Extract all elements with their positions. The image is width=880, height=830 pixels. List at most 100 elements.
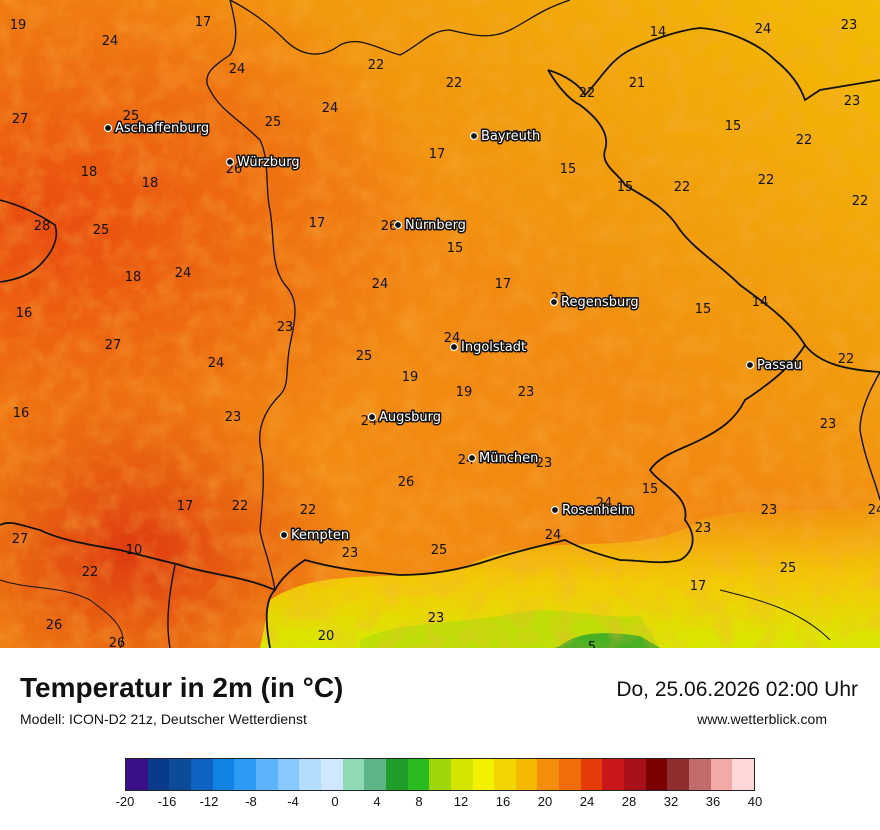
legend-tick-label: 12 xyxy=(453,794,469,809)
temperature-value: 22 xyxy=(300,503,317,518)
temperature-value: 17 xyxy=(309,216,326,231)
temperature-value: 23 xyxy=(536,456,553,471)
temperature-value: 15 xyxy=(642,482,659,497)
temperature-value: 24 xyxy=(444,331,461,346)
legend-swatch xyxy=(385,759,408,790)
city-dot xyxy=(467,453,477,463)
city-label: Regensburg xyxy=(561,295,639,310)
temperature-value: 23 xyxy=(695,521,712,536)
temperature-value: 23 xyxy=(844,94,861,109)
temperature-value: 25 xyxy=(431,543,448,558)
legend-tick-label: 8 xyxy=(415,794,423,809)
city-label: Ingolstadt xyxy=(461,340,526,355)
website-link[interactable]: www.wetterblick.com xyxy=(697,711,827,727)
temperature-value: 23 xyxy=(225,410,242,425)
city-label: Kempten xyxy=(291,528,349,543)
temperature-value: 23 xyxy=(428,611,445,626)
temperature-value: 26 xyxy=(109,636,126,648)
legend-swatch xyxy=(320,759,343,790)
border-austria-east xyxy=(859,371,880,501)
border-inner-austria xyxy=(719,589,831,641)
temperature-value: 23 xyxy=(277,320,294,335)
city-dot xyxy=(550,505,560,515)
temperature-value: 24 xyxy=(545,528,562,543)
city-label: Passau xyxy=(757,358,802,373)
city-marker: Regensburg xyxy=(549,294,640,312)
border-bavaria-bw xyxy=(206,0,296,591)
temperature-value: 25 xyxy=(265,115,282,130)
temperature-value: 15 xyxy=(725,119,742,134)
legend-ticks: -20 -16 -12 -8 -4 0 4 8 12 16 20 24 28 32 36 40 xyxy=(116,794,763,814)
legend-tick-label: 32 xyxy=(663,794,679,809)
legend-swatch xyxy=(364,759,386,790)
legend-swatch xyxy=(472,759,495,790)
temperature-value: 24 xyxy=(755,22,772,37)
temperature-value: 23 xyxy=(761,503,778,518)
temperature-value: 16 xyxy=(13,406,30,421)
legend-tick-label: 0 xyxy=(331,794,339,809)
temperature-value: 15 xyxy=(695,302,712,317)
city-label: Nürnberg xyxy=(405,218,466,233)
temperature-value: 22 xyxy=(674,180,691,195)
city-marker: Passau xyxy=(745,357,803,375)
city-label: Augsburg xyxy=(379,410,441,425)
city-label: München xyxy=(479,451,538,466)
legend-swatch xyxy=(732,759,755,790)
city-dot xyxy=(103,123,113,133)
temperature-value: 19 xyxy=(10,18,27,33)
legend-tick-label: -16 xyxy=(157,794,177,809)
legend-tick-label: 40 xyxy=(747,794,763,809)
city-label: Bayreuth xyxy=(481,129,540,144)
temperature-value: 17 xyxy=(495,277,512,292)
temperature-value: 26 xyxy=(398,475,415,490)
map-canvas: 19 17 24 24 22 22 14 24 23 21 22 23 27 25 25 24 22 15 22 26… xyxy=(0,0,880,648)
city-dot xyxy=(745,360,755,370)
legend-swatch xyxy=(667,759,690,790)
model-source: Modell: ICON-D2 21z, Deutscher Wetterdie… xyxy=(20,711,307,727)
temperature-value: 27 xyxy=(12,532,29,547)
color-legend xyxy=(125,758,755,791)
temperature-map[interactable]: 19 17 24 24 22 22 14 24 23 21 22 23 27 25 25 24 22 15 22 26… xyxy=(0,0,880,648)
city-marker: Kempten xyxy=(279,527,351,545)
city-marker: Augsburg xyxy=(367,409,443,427)
temperature-value: 24 xyxy=(322,101,339,116)
legend-swatch xyxy=(126,759,148,790)
city-marker: München xyxy=(467,450,540,468)
city-marker: Rosenheim xyxy=(550,502,635,520)
border-lake-constance xyxy=(0,522,276,591)
temperature-value: 22 xyxy=(368,58,385,73)
temperature-value: 23 xyxy=(518,385,535,400)
temperature-value: 23 xyxy=(820,417,837,432)
border-switzerland-inner xyxy=(0,579,124,648)
legend-swatch xyxy=(407,759,430,790)
city-dot xyxy=(367,412,377,422)
city-dot xyxy=(549,297,559,307)
legend-swatch xyxy=(515,759,538,790)
temperature-value: 27 xyxy=(12,112,29,127)
legend-tick-label: 24 xyxy=(579,794,595,809)
legend-swatch xyxy=(255,759,278,790)
legend-swatch xyxy=(537,759,560,790)
temperature-value: 18 xyxy=(81,165,98,180)
city-label: Rosenheim xyxy=(562,503,634,518)
temperature-value: 17 xyxy=(177,499,194,514)
temperature-value: 22 xyxy=(446,76,463,91)
legend-swatch xyxy=(277,759,300,790)
city-marker: Bayreuth xyxy=(469,128,542,146)
legend-tick-label: -20 xyxy=(115,794,135,809)
city-dot xyxy=(279,530,289,540)
legend-tick-label: 16 xyxy=(495,794,511,809)
legend-swatch xyxy=(559,759,581,790)
temperature-value: 15 xyxy=(560,162,577,177)
city-marker: Würzburg xyxy=(225,154,301,172)
legend-swatch xyxy=(602,759,625,790)
legend-tick-label: 4 xyxy=(373,794,381,809)
cities: Aschaffenburg Würzburg Bayreuth Nürnberg Reg… xyxy=(103,120,803,545)
temperature-value: 27 xyxy=(105,338,122,353)
forecast-datetime: Do, 25.06.2026 02:00 Uhr xyxy=(616,678,858,701)
legend-tick-label: 28 xyxy=(621,794,637,809)
temperature-value: 17 xyxy=(195,15,212,30)
legend-tick-label: -8 xyxy=(245,794,257,809)
temperature-value: 14 xyxy=(650,25,667,40)
temperature-value: 22 xyxy=(579,86,596,101)
